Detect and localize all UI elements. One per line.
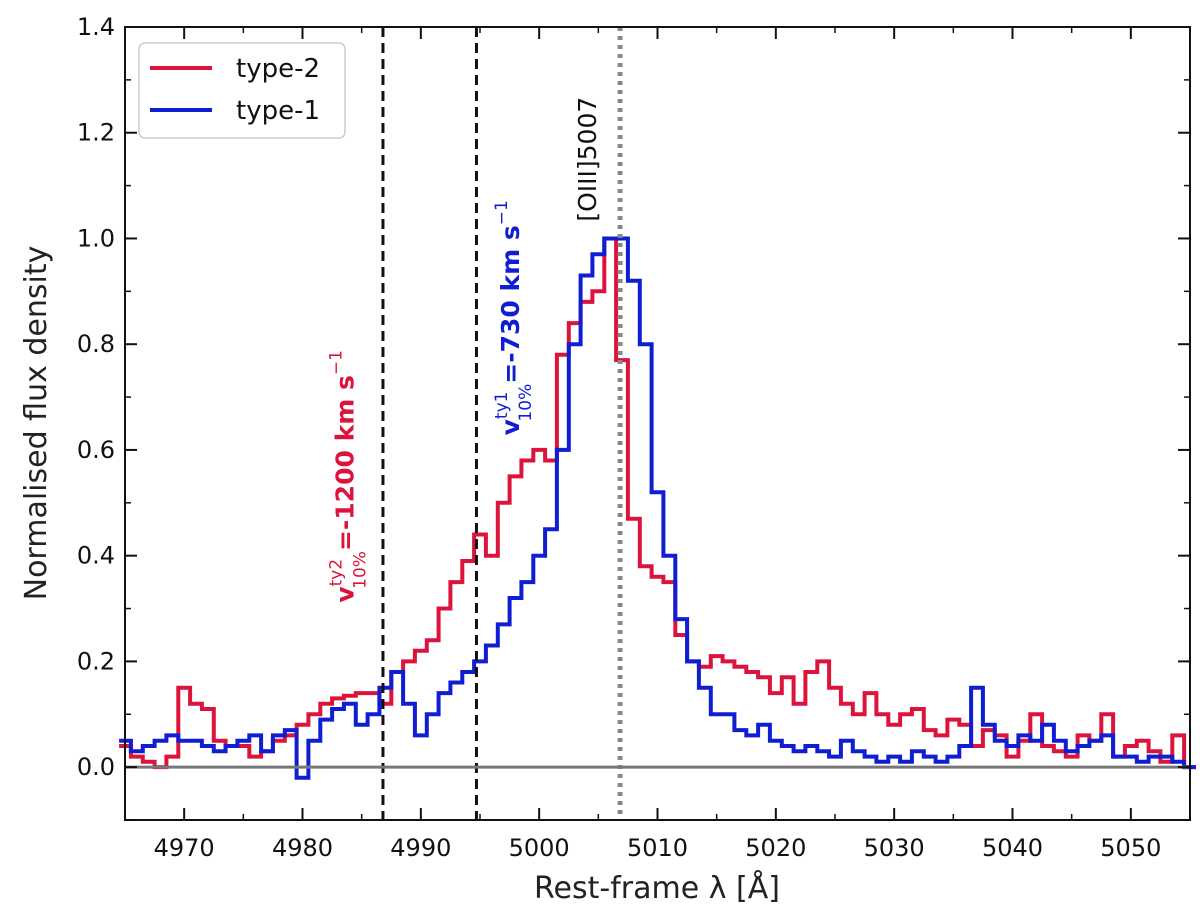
annotation-ty1-value: =-730 km s	[496, 225, 525, 383]
x-tick-label: 5010	[627, 834, 688, 862]
legend-label-type-1: type-1	[236, 96, 320, 126]
annotation-ty1-base: v	[496, 419, 525, 435]
y-tick-label: 1.2	[77, 119, 115, 147]
x-axis-label: Rest-frame λ [Å]	[534, 870, 780, 906]
y-tick-label: 0.0	[77, 753, 115, 781]
x-tick-label: 5040	[982, 834, 1043, 862]
reference-lines-layer	[125, 27, 1190, 820]
annotation-oiii: [OIII]5007	[573, 97, 602, 222]
y-tick-label: 1.0	[77, 224, 115, 252]
annotation-ty1-exp: −1	[492, 200, 512, 225]
annotation-ty1: vty1 10%=-730 km s−1	[492, 200, 536, 435]
y-tick-label: 0.4	[77, 542, 115, 570]
legend-label-type-2: type-2	[236, 54, 320, 84]
x-tick-label: 5000	[509, 834, 570, 862]
y-axis-label: Normalised flux density	[19, 246, 54, 601]
annotation-ty2-sup: ty2	[326, 559, 346, 587]
y-tick-label: 0.8	[77, 330, 115, 358]
annotation-ty2-base: v	[330, 586, 359, 602]
y-tick-label: 0.6	[77, 436, 115, 464]
annotation-text-oiii: [OIII]5007	[573, 97, 602, 222]
x-tick-label: 4970	[154, 834, 215, 862]
series-line-type-1	[119, 236, 1196, 780]
ticks-layer: 4970 4980 4990 5000 5010 5020 5030 5040 5050 0.0 0…	[77, 13, 1191, 862]
annotation-ty2-sub: 10%	[350, 551, 370, 589]
y-tick-label: 1.4	[77, 13, 115, 41]
annotation-ty2-exp: −1	[326, 350, 346, 375]
annotation-ty1-sup: ty1	[492, 392, 512, 420]
plot-frame	[124, 26, 1191, 821]
x-tick-label: 4980	[272, 834, 333, 862]
y-tick-label: 0.2	[77, 647, 115, 675]
x-tick-label: 5020	[745, 834, 806, 862]
annotation-text-ty2: vty2 10%=-1200 km s−1	[326, 350, 370, 603]
x-tick-label: 5030	[864, 834, 925, 862]
series-line-type-2	[119, 236, 1196, 770]
annotation-text-ty1: vty1 10%=-730 km s−1	[492, 200, 536, 435]
annotation-ty1-sub: 10%	[516, 384, 536, 422]
annotation-ty2-value: =-1200 km s	[330, 375, 359, 551]
annotation-ty2: vty2 10%=-1200 km s−1	[326, 350, 370, 603]
legend: type-2 type-1	[138, 42, 346, 139]
x-tick-label: 5050	[1100, 834, 1161, 862]
x-tick-label: 4990	[390, 834, 451, 862]
series-layer	[119, 236, 1196, 780]
